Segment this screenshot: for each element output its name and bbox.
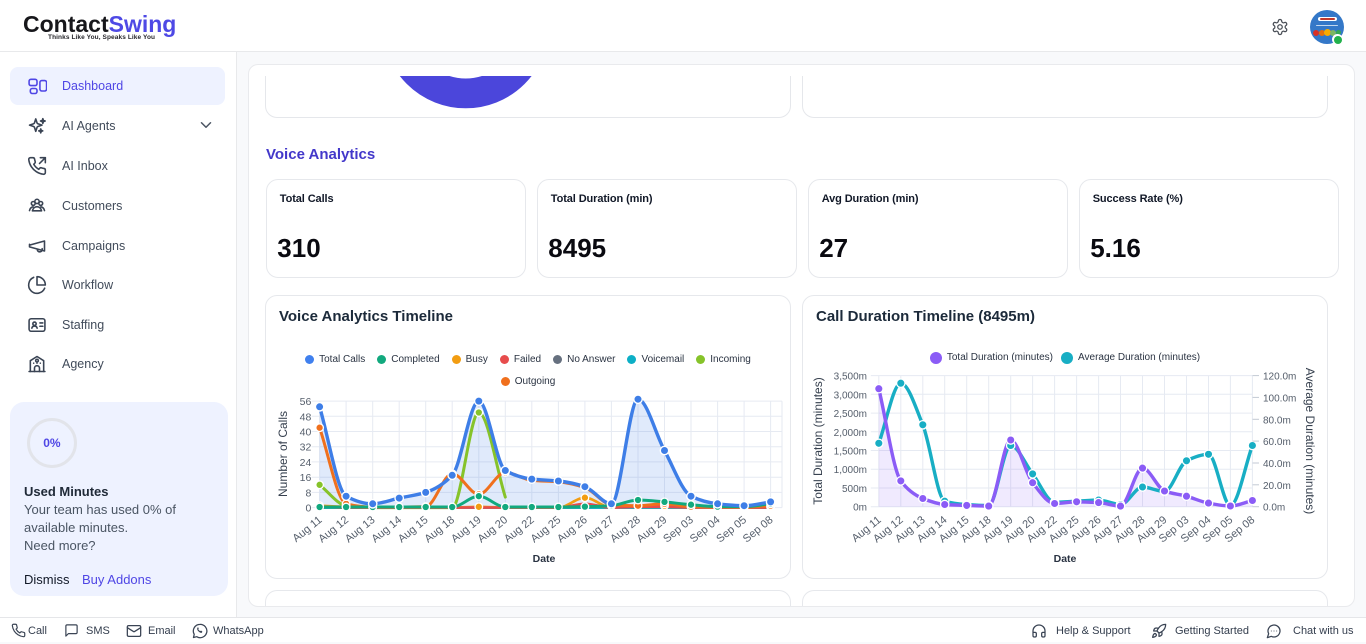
svg-text:2,500m: 2,500m — [834, 409, 867, 420]
svg-text:1,500m: 1,500m — [834, 447, 867, 458]
svg-text:56: 56 — [300, 396, 312, 408]
svg-text:Average Duration (minutes): Average Duration (minutes) — [1303, 368, 1317, 515]
svg-text:24: 24 — [300, 457, 312, 469]
svg-text:Total Duration (minutes): Total Duration (minutes) — [811, 377, 825, 504]
svg-text:3,000m: 3,000m — [834, 390, 867, 401]
svg-text:2,000m: 2,000m — [834, 428, 867, 439]
svg-text:Date: Date — [1054, 553, 1077, 565]
svg-text:80.0m: 80.0m — [1263, 415, 1291, 426]
svg-text:0m: 0m — [853, 503, 867, 514]
svg-text:0: 0 — [305, 503, 311, 515]
svg-text:100.0m: 100.0m — [1263, 393, 1296, 404]
svg-text:3,500m: 3,500m — [834, 372, 867, 383]
svg-text:8: 8 — [305, 487, 311, 499]
svg-text:60.0m: 60.0m — [1263, 437, 1291, 448]
svg-text:16: 16 — [300, 472, 312, 484]
svg-text:32: 32 — [300, 442, 312, 454]
svg-text:Date: Date — [533, 553, 556, 565]
svg-text:40: 40 — [300, 427, 312, 439]
svg-text:0.0m: 0.0m — [1263, 503, 1285, 514]
svg-text:40.0m: 40.0m — [1263, 459, 1291, 470]
svg-text:500m: 500m — [842, 484, 867, 495]
svg-text:120.0m: 120.0m — [1263, 372, 1296, 383]
svg-text:20.0m: 20.0m — [1263, 481, 1291, 492]
svg-text:Sep 08: Sep 08 — [741, 514, 776, 545]
svg-text:48: 48 — [300, 411, 312, 423]
svg-text:Number of Calls: Number of Calls — [276, 411, 290, 497]
svg-text:1,000m: 1,000m — [834, 465, 867, 476]
